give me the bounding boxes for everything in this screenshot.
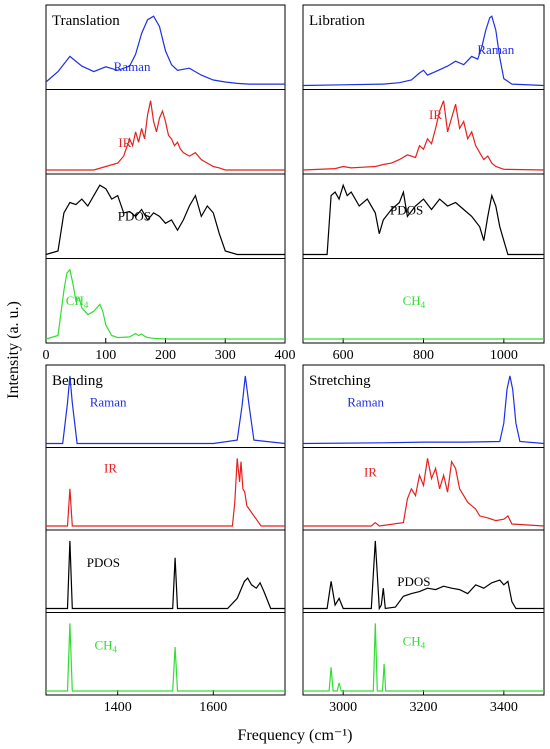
x-tick-label: 1000 (490, 348, 518, 363)
series-raman-line (302, 15, 545, 87)
series-pdos-line (303, 540, 544, 611)
x-tick-label: 3000 (329, 700, 357, 715)
series-label-raman: Raman (477, 42, 514, 57)
series-ir-line (46, 100, 285, 171)
panel-libration: Libration 600 800 1000 Raman IR PDOS CH4 (302, 4, 545, 363)
subscript: 4 (421, 641, 426, 651)
x-tick-label: 400 (275, 348, 296, 363)
series-ch4-line (46, 623, 285, 692)
x-tick-label: 3200 (410, 700, 438, 715)
series-pdos-line (303, 183, 544, 256)
series-label-pdos: PDOS (397, 574, 430, 589)
x-tick-label: 3400 (490, 700, 518, 715)
series-label-raman: Raman (114, 59, 151, 74)
series-ir-line (46, 458, 285, 527)
series-label-ch4: CH4 (403, 293, 426, 310)
series-raman-line (45, 15, 285, 85)
panel-title: Translation (52, 13, 120, 29)
series-raman-line (302, 375, 545, 445)
x-tick-label: 0 (43, 348, 50, 363)
x-tick-label: 300 (215, 348, 236, 363)
subscript: 4 (421, 300, 426, 310)
y-axis-label: Intensity (a. u.) (5, 301, 22, 399)
series-ch4-line (45, 268, 285, 340)
x-tick-label: 100 (95, 348, 116, 363)
panel-translation: Translation 0 100 200 300 400 Raman IR PDOS CH4 (43, 4, 296, 363)
subscript: 4 (84, 300, 89, 310)
series-label-ir: IR (364, 464, 377, 479)
x-tick-label: 200 (155, 348, 176, 363)
series-label-pdos: PDOS (118, 208, 151, 223)
series-label-pdos: PDOS (390, 203, 423, 218)
series-raman-line (46, 375, 286, 445)
series-ch4-line (303, 623, 544, 692)
series-ir-line (302, 100, 545, 171)
series-label-ch4: CH4 (66, 293, 89, 310)
series-ir-line (303, 458, 545, 527)
series-label-ir: IR (429, 107, 442, 122)
panel-title: Libration (309, 13, 365, 29)
series-label-pdos: PDOS (87, 555, 120, 570)
series-label-ch4: CH4 (403, 634, 426, 651)
x-tick-label: 800 (413, 348, 434, 363)
panel-stretching: Stretching 3000 3200 3400 Raman IR PDOS CH4 (302, 364, 545, 715)
series-label-ir: IR (118, 135, 131, 150)
x-tick-label: 600 (333, 348, 354, 363)
series-label-raman: Raman (347, 394, 384, 409)
panel-title: Bending (52, 373, 103, 389)
subscript: 4 (113, 645, 118, 655)
series-pdos-line (46, 540, 285, 610)
series-label-ch4: CH4 (94, 638, 117, 655)
panel-bending: Bending 1400 1600 Raman IR PDOS CH4 (45, 364, 286, 715)
series-label-raman: Raman (90, 394, 127, 409)
series-label-ir: IR (104, 460, 117, 475)
x-tick-label: 1400 (104, 700, 132, 715)
panel-title: Stretching (309, 373, 371, 389)
x-axis-label: Frequency (cm⁻¹) (238, 727, 353, 744)
x-tick-label: 1600 (199, 700, 227, 715)
series-pdos-line (45, 184, 285, 256)
